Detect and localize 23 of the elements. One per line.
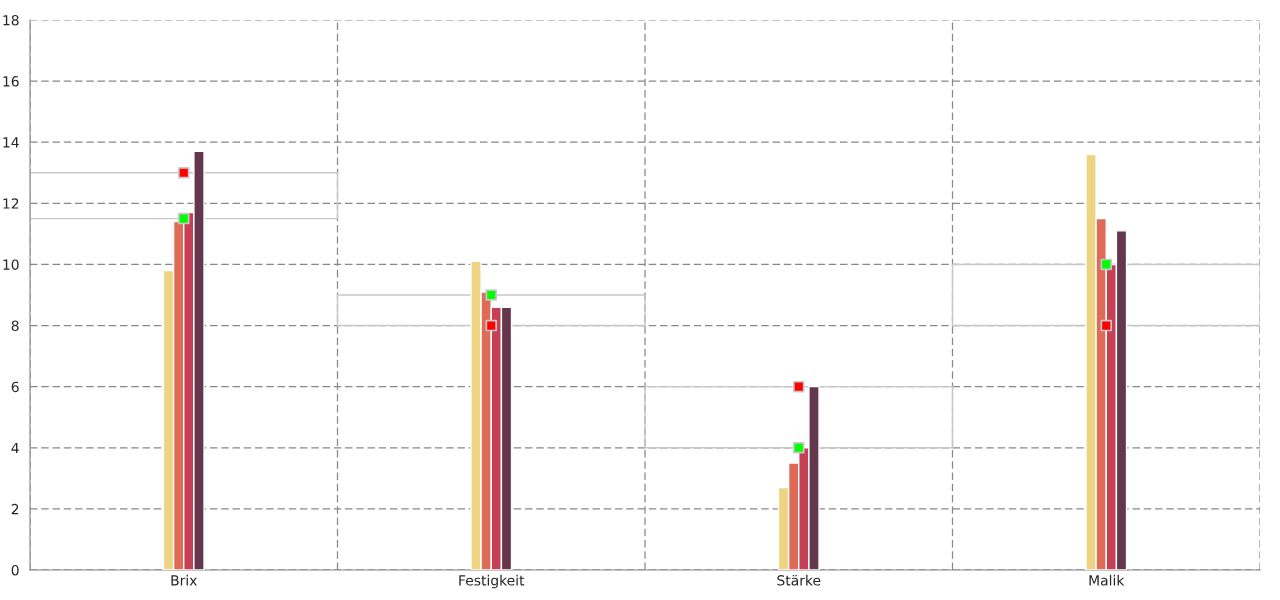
y-tick-label: 2 [11,503,19,515]
point [1100,319,1112,332]
point [485,319,497,332]
point [793,442,805,454]
y-tick-label: 4 [11,442,19,454]
x-tick-label: Festigkeit [459,574,525,589]
y-tick-label: 12 [3,198,19,209]
x-tick-label: Stärke [777,574,821,586]
y-tick-label: 14 [3,137,19,148]
point [485,289,497,301]
bar [951,263,1260,327]
y-tick-label: 0 [11,564,19,576]
y-tick-label: 6 [11,381,19,393]
point [1100,258,1112,271]
point [793,380,805,393]
point [178,212,190,225]
y-tick-label: 10 [3,259,19,270]
y-tick-label: 8 [11,320,19,332]
point [178,167,190,179]
y-tick-label: 16 [3,76,19,87]
x-tick-label: Brix [171,574,197,586]
x-tick-label: Malik [1089,574,1125,586]
y-tick-label: 18 [3,14,19,26]
